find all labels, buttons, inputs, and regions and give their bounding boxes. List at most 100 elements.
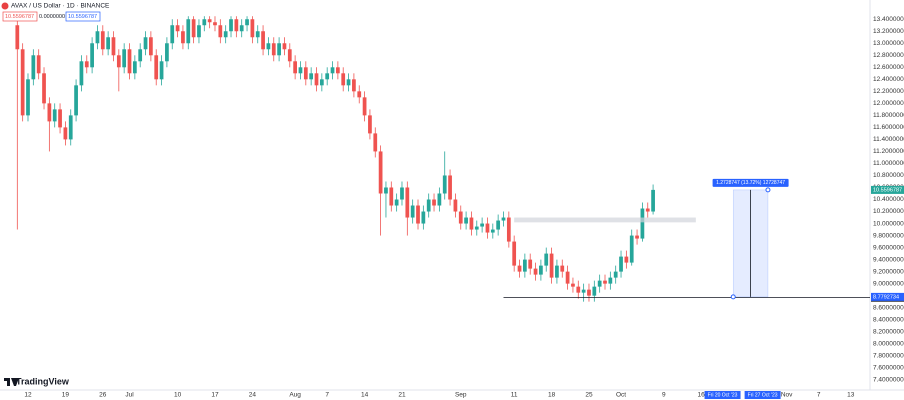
price-label-box xyxy=(871,292,904,301)
price-label: 8.7792734 xyxy=(873,294,899,300)
candle-body xyxy=(522,259,527,272)
y-tick-label: 11.2000000 xyxy=(873,148,904,155)
candle-body xyxy=(533,268,538,275)
y-tick-label: 11.6000000 xyxy=(873,124,904,131)
candle-body xyxy=(63,127,68,140)
candle-body xyxy=(15,25,20,50)
candle-body xyxy=(213,22,217,26)
candle-body xyxy=(223,31,228,38)
candle-body xyxy=(58,109,62,128)
candle-body xyxy=(111,37,116,56)
candle-body xyxy=(319,79,324,86)
candle-body xyxy=(245,19,249,26)
x-tick-label: Aug xyxy=(289,392,301,399)
candle-body xyxy=(405,187,410,218)
candle-body xyxy=(555,265,559,278)
y-tick-label: 7.8000000 xyxy=(873,352,904,359)
candle-body xyxy=(287,49,292,62)
candle-body xyxy=(234,19,239,32)
x-tick-label: Jul xyxy=(125,392,134,399)
candle-body xyxy=(629,235,634,263)
date-marker-label: Fri 20 Oct '23 xyxy=(708,392,738,398)
candle-body xyxy=(143,37,148,50)
x-tick-label: 7 xyxy=(325,392,329,399)
candle-body xyxy=(517,265,522,272)
candle-body xyxy=(218,25,223,38)
candle-body xyxy=(20,49,25,116)
candle-body xyxy=(122,49,127,68)
y-tick-label: 8.4000000 xyxy=(873,316,904,323)
candle-body xyxy=(186,19,191,44)
candle-body xyxy=(400,187,404,200)
price-box xyxy=(2,11,38,22)
candle-body xyxy=(239,25,244,32)
x-tick-label: 21 xyxy=(398,392,406,399)
y-tick-label: 9.0000000 xyxy=(873,280,904,287)
candle-body xyxy=(250,19,255,38)
candle-body xyxy=(592,286,597,296)
candle-body xyxy=(394,199,399,206)
candle-body xyxy=(635,235,639,239)
date-marker-label: Fri 27 Oct '23 xyxy=(748,392,778,398)
candle-body xyxy=(309,73,314,80)
candle-body xyxy=(266,43,271,50)
candle-body xyxy=(165,43,169,62)
candle-body xyxy=(464,217,468,224)
x-tick-label: 26 xyxy=(99,392,107,399)
candle-body xyxy=(645,208,650,212)
candle-body xyxy=(581,289,586,293)
x-tick-label: 18 xyxy=(548,392,556,399)
measure-handle xyxy=(730,294,736,300)
candle-body xyxy=(191,19,196,38)
candle-body xyxy=(42,73,46,104)
candle-body xyxy=(490,229,495,233)
candle-body xyxy=(132,61,137,74)
candle-body xyxy=(368,115,372,134)
y-tick-label: 13.0000000 xyxy=(873,40,904,47)
header-value: 0.0000000 xyxy=(39,14,65,20)
x-tick-label: 11 xyxy=(511,392,518,399)
x-tick-label: 19 xyxy=(62,392,70,399)
candle-body xyxy=(207,19,212,23)
candle-body xyxy=(426,199,431,212)
candle-body xyxy=(341,73,346,86)
candle-body xyxy=(421,211,426,224)
x-tick-label: Oct xyxy=(616,392,626,399)
candle-body xyxy=(576,286,581,293)
candle-body xyxy=(74,85,78,116)
y-tick-label: 10.4000000 xyxy=(873,196,904,203)
plot xyxy=(15,16,870,302)
y-tick-label: 7.6000000 xyxy=(873,364,904,371)
candle-body xyxy=(84,61,89,68)
x-tick-label: 16 xyxy=(698,392,706,399)
candle-body xyxy=(410,205,415,218)
candle-body xyxy=(565,271,570,284)
x-tick-label: 24 xyxy=(249,392,257,399)
candle-body xyxy=(528,259,533,269)
candle-body xyxy=(154,55,159,80)
candle-body xyxy=(469,217,474,230)
header-value: 10.5596787 xyxy=(5,14,34,20)
y-tick-label: 12.2000000 xyxy=(873,88,904,95)
candle-body xyxy=(362,97,367,116)
candle-body xyxy=(79,61,84,86)
candle-body xyxy=(608,277,613,284)
candle-body xyxy=(271,43,276,56)
candle-body xyxy=(384,187,388,194)
measure-label: 1.2728747 (13.72%) 12728747 xyxy=(716,180,785,186)
y-tick-label: 9.8000000 xyxy=(873,232,904,239)
y-tick-label: 10.2000000 xyxy=(873,208,904,215)
date-marker-box xyxy=(704,391,741,399)
candle-body xyxy=(314,73,319,86)
candle-body xyxy=(571,283,575,287)
header-value: 10.5596787 xyxy=(68,14,97,20)
y-tick-label: 12.8000000 xyxy=(873,52,904,59)
x-tick-label: Nov xyxy=(781,392,793,399)
candle-body xyxy=(437,193,442,206)
candle-body xyxy=(261,31,265,50)
y-tick-label: 11.0000000 xyxy=(873,160,904,167)
chart-title: AVAX / US Dollar · 1D · BINANCE xyxy=(11,3,110,10)
x-tick-label: 12 xyxy=(24,392,32,399)
candle-body xyxy=(330,67,335,74)
